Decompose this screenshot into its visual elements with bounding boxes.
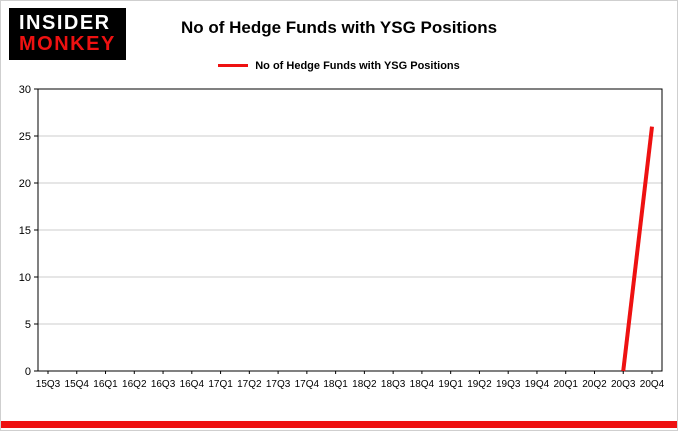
series-line <box>621 126 654 372</box>
x-tick-label: 19Q2 <box>467 379 492 390</box>
x-tick-label: 20Q2 <box>582 379 607 390</box>
y-tick-label: 10 <box>19 272 31 284</box>
y-tick-label: 20 <box>19 178 31 190</box>
x-tick-label: 15Q4 <box>65 379 90 390</box>
x-tick-label: 17Q4 <box>295 379 320 390</box>
x-tick-label: 20Q3 <box>611 379 636 390</box>
legend: No of Hedge Funds with YSG Positions <box>1 60 677 72</box>
legend-line-swatch <box>218 63 249 67</box>
x-tick-label: 16Q3 <box>151 379 176 390</box>
x-tick-label: 18Q3 <box>381 379 406 390</box>
x-tick-label: 16Q2 <box>122 379 147 390</box>
y-tick-label: 15 <box>19 225 31 237</box>
logo-text-insider: INSIDER <box>19 12 111 34</box>
x-tick-label: 18Q2 <box>352 379 377 390</box>
logo-text-monkey: MONKEY <box>19 32 116 55</box>
x-tick-label: 20Q1 <box>553 379 578 390</box>
x-tick-label: 19Q3 <box>496 379 521 390</box>
x-tick-label: 16Q1 <box>93 379 118 390</box>
chart-title: No of Hedge Funds with YSG Positions <box>180 18 498 37</box>
x-tick-label: 18Q1 <box>323 379 348 390</box>
x-tick-label: 20Q4 <box>640 379 665 390</box>
legend-label: No of Hedge Funds with YSG Positions <box>255 60 460 72</box>
x-tick-label: 17Q2 <box>237 379 262 390</box>
x-tick-label: 17Q3 <box>266 379 291 390</box>
x-tick-label: 16Q4 <box>180 379 205 390</box>
insider-monkey-logo: INSIDER MONKEY <box>9 8 126 60</box>
x-tick-label: 18Q4 <box>410 379 435 390</box>
y-tick-label: 30 <box>19 84 31 96</box>
x-tick-label: 15Q3 <box>36 379 61 390</box>
y-tick-label: 25 <box>19 131 31 143</box>
bottom-red-bar <box>1 421 677 428</box>
x-tick-label: 19Q4 <box>525 379 550 390</box>
y-tick-label: 0 <box>25 366 31 378</box>
plot-border <box>37 88 663 372</box>
y-tick-label: 5 <box>25 319 31 331</box>
x-tick-label: 17Q1 <box>208 379 233 390</box>
x-tick-label: 19Q1 <box>438 379 463 390</box>
